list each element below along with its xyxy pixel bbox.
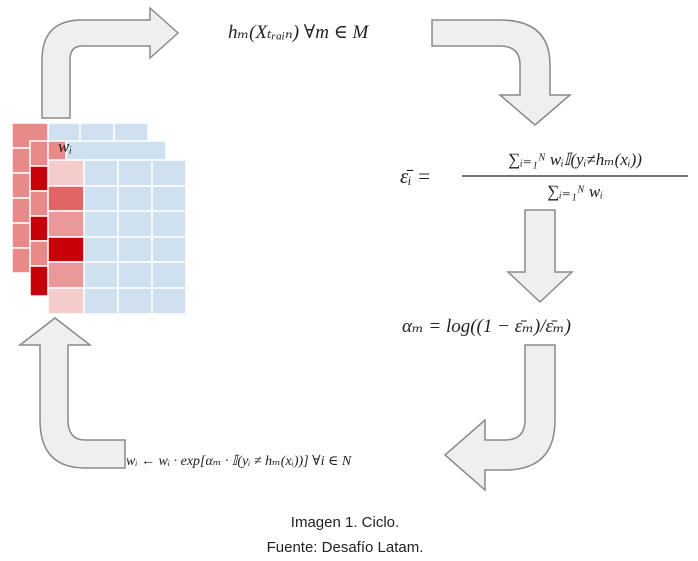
step-formula: ∑ᵢ₌₁ᴺ wᵢ (547, 182, 603, 201)
caption-source: Fuente: Desafío Latam. (267, 539, 424, 556)
step-formula: αₘ = log((1 − ε̄ₘ)/ε̄ₘ) (402, 316, 571, 337)
arrow (506, 209, 574, 304)
weight-matrices (11, 122, 187, 315)
step-formula: hₘ(Xₜᵣₐᵢₙ) ∀m ∈ M (228, 22, 370, 43)
step-formula: wᵢ ← wᵢ · exp[αₘ · 𝕀(yᵢ ≠ hₘ(xᵢ))] ∀i ∈ … (126, 454, 352, 469)
arrow (41, 6, 180, 119)
arrow (443, 344, 556, 492)
caption-title: Imagen 1. Ciclo. (291, 514, 399, 531)
weight-label: wᵢ (58, 137, 72, 156)
matrix-layer (47, 159, 187, 315)
step-formula: ε̄ᵢ = (400, 164, 431, 188)
arrow (17, 317, 126, 469)
arrow (431, 19, 573, 126)
step-formula: ∑ᵢ₌₁ᴺ wᵢ𝕀(yᵢ≠hₘ(xᵢ)) (508, 150, 642, 169)
